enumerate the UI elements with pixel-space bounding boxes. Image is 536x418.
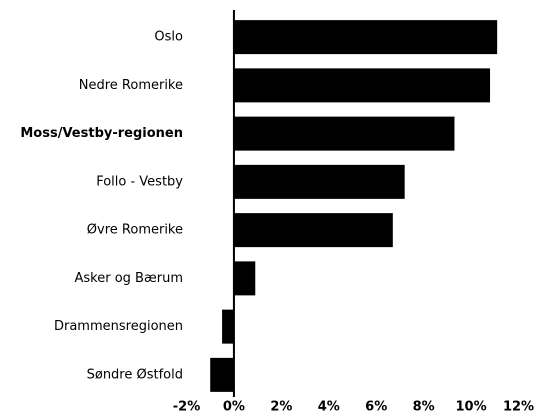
x-tick-label: 12% [503, 400, 534, 415]
bar [233, 164, 405, 199]
x-tick-label: 0% [223, 400, 245, 415]
y-tick-label: Follo - Vestby [96, 174, 183, 189]
y-tick-label: Asker og Bærum [75, 271, 183, 286]
y-tick-label: Drammensregionen [54, 319, 183, 334]
x-tick-label: 8% [413, 400, 435, 415]
x-tick-label: -2% [173, 400, 200, 415]
bar [222, 309, 234, 344]
x-tick-label: 4% [318, 400, 340, 415]
bar [233, 261, 256, 296]
x-tick-label: 2% [270, 400, 292, 415]
bar [233, 20, 498, 55]
bar [233, 213, 393, 248]
y-tick-label: Moss/Vestby-regionen [20, 126, 183, 141]
y-tick-label: Oslo [154, 30, 183, 45]
x-tick-label: 10% [456, 400, 487, 415]
bar [210, 357, 234, 392]
x-tick-label: 6% [365, 400, 387, 415]
bar [233, 68, 491, 103]
y-tick-label: Søndre Østfold [87, 367, 183, 382]
y-tick-label: Nedre Romerike [79, 78, 183, 93]
bar [233, 116, 455, 151]
y-tick-label: Øvre Romerike [87, 223, 183, 238]
